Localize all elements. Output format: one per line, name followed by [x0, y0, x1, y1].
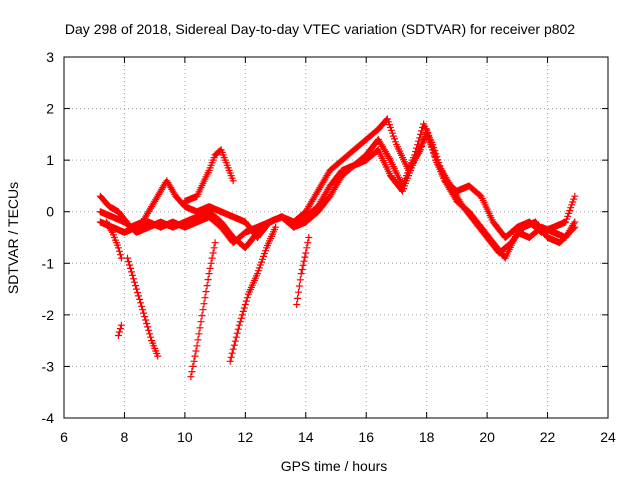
series-drop-7.5h [102, 218, 125, 262]
point-markers [102, 218, 125, 262]
x-tick-label: 10 [177, 429, 193, 445]
point-markers [181, 146, 237, 205]
grid-lines [64, 57, 608, 418]
x-tick-label: 16 [358, 429, 374, 445]
x-tick-label: 8 [121, 429, 129, 445]
plot-border [63, 56, 609, 419]
y-tick-label: 2 [46, 101, 54, 117]
chart-title: Day 298 of 2018, Sidereal Day-to-day VTE… [65, 21, 575, 37]
series-track-3 [96, 130, 579, 257]
series-dip-10h [187, 239, 219, 381]
point-markers [96, 130, 579, 257]
point-markers [114, 321, 125, 339]
y-tick-label: 0 [46, 204, 54, 220]
series-recover-12h [226, 223, 280, 365]
x-tick-label: 6 [60, 429, 68, 445]
point-markers [226, 223, 280, 365]
point-markers [293, 234, 313, 308]
x-tick-label: 22 [540, 429, 556, 445]
series-fragment-8h [114, 321, 125, 339]
y-tick-label: -4 [42, 410, 55, 426]
axes [63, 56, 609, 419]
series-recover-14h [293, 234, 313, 308]
x-tick-label: 24 [600, 429, 616, 445]
point-markers [96, 120, 579, 262]
y-tick-label: -1 [42, 255, 55, 271]
x-tick-label: 14 [298, 429, 314, 445]
series-bump-11h [181, 146, 237, 205]
point-markers [124, 254, 162, 360]
x-axis-label: GPS time / hours [281, 458, 388, 474]
x-tick-label: 12 [238, 429, 254, 445]
y-tick-label: 1 [46, 152, 54, 168]
point-markers [187, 239, 219, 381]
series-dip-9h [124, 254, 162, 360]
y-tick-label: -3 [42, 358, 55, 374]
x-tick-label: 20 [479, 429, 495, 445]
y-axis-label: SDTVAR / TECUs [5, 182, 21, 294]
y-tick-label: -2 [42, 307, 55, 323]
x-tick-label: 18 [419, 429, 435, 445]
series-track-2 [96, 120, 579, 262]
y-tick-label: 3 [46, 49, 54, 65]
data-points [96, 115, 579, 381]
